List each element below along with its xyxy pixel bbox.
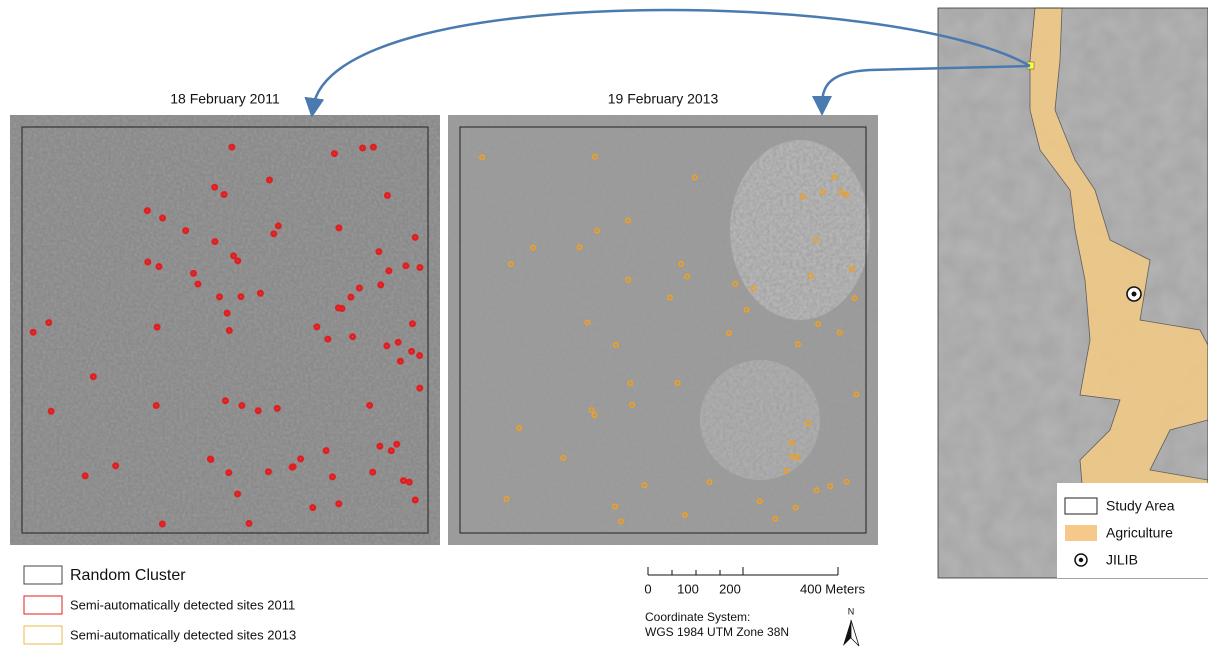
legend-swatch <box>24 596 62 614</box>
scale-label: 400 Meters <box>800 581 866 596</box>
scale-label: 0 <box>644 581 651 596</box>
legend-label: Agriculture <box>1106 525 1173 541</box>
north-arrow <box>851 620 859 646</box>
legend-swatch <box>1065 525 1097 541</box>
coordinate-text: Coordinate System: <box>645 610 750 624</box>
legend-swatch <box>24 626 62 644</box>
legend-swatch <box>1079 558 1083 562</box>
scale-label: 200 <box>719 581 741 596</box>
panel-title: 18 February 2011 <box>170 91 280 107</box>
legend-label: Random Cluster <box>70 567 186 584</box>
north-arrow <box>843 620 851 646</box>
legend-label: Semi-automatically detected sites 2011 <box>70 597 295 612</box>
image-texture <box>448 115 878 545</box>
image-texture <box>10 115 440 545</box>
legend-label: Semi-automatically detected sites 2013 <box>70 627 296 642</box>
legend-label: JILIB <box>1106 552 1138 568</box>
figure: 18 February 2011 19 February 2013 Study … <box>0 0 1208 652</box>
north-label: N <box>848 606 855 616</box>
legend-swatch <box>24 566 62 584</box>
scale-bar <box>648 567 838 575</box>
scale-label: 100 <box>677 581 699 596</box>
panel-title: 19 February 2013 <box>608 91 719 107</box>
jilib-symbol <box>1132 292 1137 297</box>
legend-label: Study Area <box>1106 498 1175 514</box>
coordinate-text: WGS 1984 UTM Zone 38N <box>645 625 789 639</box>
